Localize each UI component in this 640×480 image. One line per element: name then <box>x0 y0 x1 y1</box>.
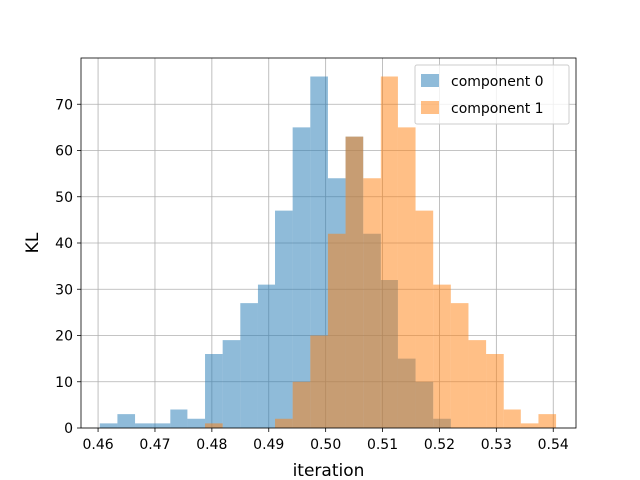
histogram-bar <box>205 423 223 428</box>
y-axis-label: KL <box>23 232 43 253</box>
legend: component 0 component 1 <box>414 64 570 125</box>
legend-swatch <box>421 74 439 87</box>
histogram-bar <box>486 354 504 428</box>
legend-box <box>414 64 570 125</box>
histogram-bar <box>257 284 276 428</box>
histogram-bar <box>520 423 539 428</box>
histogram-bar <box>292 127 311 428</box>
histogram-bar <box>292 381 311 428</box>
histogram-bar <box>275 418 293 428</box>
y-tick-label: 40 <box>55 236 73 252</box>
histogram-bar <box>310 335 328 428</box>
y-tick-label: 60 <box>55 144 73 160</box>
histogram-bar <box>187 418 206 428</box>
x-tick-label: 0.54 <box>538 437 569 453</box>
histogram-bar <box>135 423 153 428</box>
histogram-bar <box>380 76 398 428</box>
histogram-bar <box>240 303 258 428</box>
histogram-bar <box>450 303 469 428</box>
x-tick-label: 0.53 <box>481 437 512 453</box>
y-tick-label: 0 <box>64 421 73 437</box>
histogram-bar <box>538 414 557 428</box>
histogram-bar <box>99 423 118 428</box>
histogram-bar <box>345 136 364 428</box>
legend-swatch <box>421 101 439 114</box>
histogram-bar <box>275 210 293 428</box>
x-tick-label: 0.52 <box>424 437 455 453</box>
bars <box>99 76 557 428</box>
histogram-bar <box>468 340 487 428</box>
y-tick-label: 20 <box>55 329 73 345</box>
histogram-bar <box>205 354 223 428</box>
legend-label: component 0 <box>451 74 544 90</box>
x-tick-label: 0.51 <box>367 437 398 453</box>
histogram-bar <box>152 423 171 428</box>
y-tick-label: 50 <box>55 190 73 206</box>
legend-label: component 1 <box>451 101 544 117</box>
x-tick-label: 0.48 <box>196 437 227 453</box>
histogram-bar <box>117 414 136 428</box>
histogram-bar <box>222 340 241 428</box>
y-tick-label: 30 <box>55 282 73 298</box>
histogram-bar <box>397 127 416 428</box>
x-tick-label: 0.50 <box>310 437 341 453</box>
histogram-bar <box>415 210 434 428</box>
histogram-bar <box>327 233 346 428</box>
y-tick-label: 70 <box>55 97 73 113</box>
x-tick-label: 0.47 <box>139 437 170 453</box>
axis-ticks: 0.46 0.47 0.48 0.49 0.50 0.51 0.52 0.53 0.54 0 10 2… <box>55 97 569 453</box>
x-axis-label: iteration <box>293 461 365 480</box>
histogram-bar <box>363 178 381 428</box>
histogram-bar <box>503 409 521 428</box>
x-tick-label: 0.46 <box>82 437 113 453</box>
histogram-bar <box>170 409 188 428</box>
y-tick-label: 10 <box>55 375 73 391</box>
histogram-bar <box>433 284 451 428</box>
series-1-bars <box>205 76 557 428</box>
x-tick-label: 0.49 <box>253 437 284 453</box>
